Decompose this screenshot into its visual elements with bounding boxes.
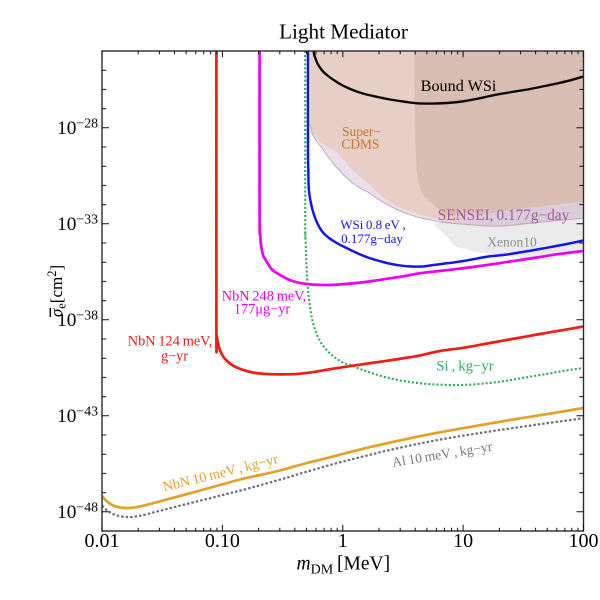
svg-text:10−43: 10−43 <box>57 403 98 427</box>
svg-text:g−yr: g−yr <box>161 349 188 365</box>
svg-text:Xenon10: Xenon10 <box>487 235 537 250</box>
svg-text:Si , kg−yr: Si , kg−yr <box>436 359 494 375</box>
svg-text:0.177g−day: 0.177g−day <box>341 231 403 246</box>
svg-text:177μg−yr: 177μg−yr <box>234 302 290 318</box>
svg-text:Bound WSi: Bound WSi <box>421 77 497 95</box>
svg-text:1: 1 <box>338 530 348 552</box>
svg-text:NbN 124 meV,: NbN 124 meV, <box>128 333 213 349</box>
svg-text:10−33: 10−33 <box>57 211 98 235</box>
svg-text:Super−: Super− <box>342 124 381 139</box>
svg-text:100: 100 <box>569 530 599 552</box>
svg-text:10−48: 10−48 <box>57 499 98 523</box>
svg-text:10−28: 10−28 <box>57 115 98 139</box>
svg-text:Light Mediator: Light Mediator <box>279 20 408 44</box>
svg-text:0.10: 0.10 <box>205 530 240 552</box>
svg-text:mDM [MeV]: mDM [MeV] <box>297 554 391 578</box>
svg-text:CDMS: CDMS <box>341 136 379 151</box>
svg-text:0.01: 0.01 <box>85 530 120 552</box>
svg-text:NbN 248 meV,: NbN 248 meV, <box>222 288 307 304</box>
svg-text:WSi 0.8 eV ,: WSi 0.8 eV , <box>340 217 406 232</box>
svg-text:10−38: 10−38 <box>57 307 98 331</box>
svg-text:SENSEI, 0.177g−day: SENSEI, 0.177g−day <box>438 207 570 224</box>
svg-text:10: 10 <box>453 530 473 552</box>
svg-text:σe[cm2]: σe[cm2] <box>45 265 69 317</box>
